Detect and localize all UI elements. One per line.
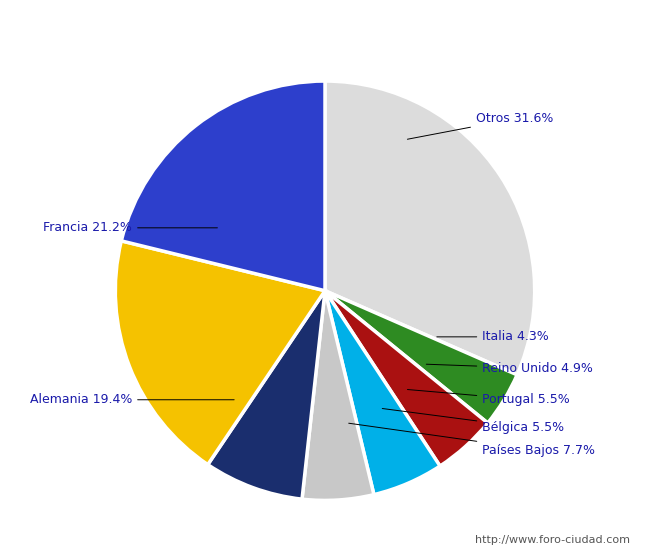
Wedge shape [302,291,374,500]
Text: Países Bajos 7.7%: Países Bajos 7.7% [348,423,595,456]
Wedge shape [325,291,440,494]
Text: Reino Unido 4.9%: Reino Unido 4.9% [426,362,593,375]
Wedge shape [122,81,325,291]
Wedge shape [208,291,325,499]
Text: Italia 4.3%: Italia 4.3% [437,331,549,343]
Text: Bélgica 5.5%: Bélgica 5.5% [382,409,564,433]
Wedge shape [325,81,535,375]
Wedge shape [325,291,517,423]
Text: Mieres - Turistas extranjeros según país - Agosto de 2024: Mieres - Turistas extranjeros según país… [95,9,555,25]
Text: Otros 31.6%: Otros 31.6% [408,112,553,139]
Text: http://www.foro-ciudad.com: http://www.foro-ciudad.com [476,535,630,546]
Text: Francia 21.2%: Francia 21.2% [43,221,217,234]
Text: Portugal 5.5%: Portugal 5.5% [408,389,570,406]
Wedge shape [325,291,488,466]
Wedge shape [115,241,325,465]
Text: Alemania 19.4%: Alemania 19.4% [30,393,234,406]
